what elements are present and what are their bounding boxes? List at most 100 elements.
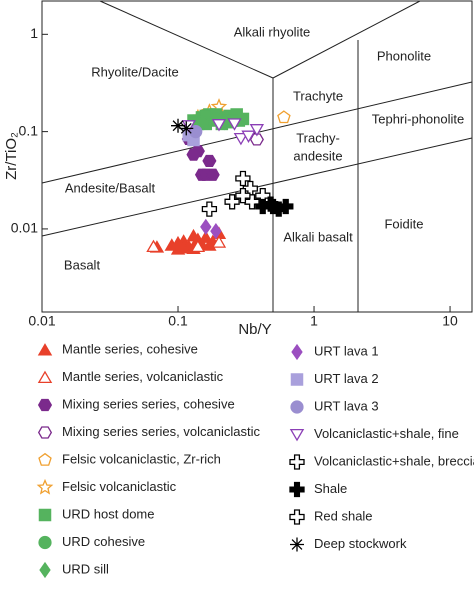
marker	[289, 481, 305, 498]
y-axis-label: Zr/TiO₂	[3, 132, 20, 180]
marker	[170, 235, 186, 249]
legend-label: Deep stockwork	[314, 536, 407, 551]
legend-label: Mantle series, cohesive	[62, 341, 198, 356]
series	[171, 118, 194, 136]
legend-label: Shale	[314, 481, 347, 496]
legend-item: URD host dome	[38, 506, 154, 522]
legend-item: URT lava 3	[290, 398, 379, 414]
field-label: Rhyolite/Dacite	[91, 64, 178, 79]
marker	[186, 148, 201, 161]
marker	[146, 239, 161, 253]
legend-label: URT lava 2	[314, 371, 379, 386]
legend-label: Mantle series, volcaniclastic	[62, 369, 224, 384]
legend-item: Volcaniclastic+shale, fine	[289, 426, 459, 442]
marker	[277, 110, 291, 124]
marker	[289, 428, 305, 442]
marker	[38, 535, 52, 550]
x-tick-label: 0.01	[28, 313, 55, 329]
legend-label: Felsic volcaniclastic, Zr-rich	[62, 451, 221, 466]
field-label: andesite	[293, 148, 342, 163]
marker	[249, 133, 264, 146]
legend-item: URT lava 2	[290, 371, 379, 386]
marker	[202, 154, 217, 168]
x-tick-label: 0.1	[168, 313, 188, 329]
marker	[39, 561, 51, 579]
marker	[278, 198, 294, 215]
marker	[176, 240, 191, 254]
marker	[38, 452, 52, 466]
legend-label: Felsic volcaniclastic	[62, 479, 177, 494]
marker	[241, 130, 256, 144]
y-tick-label: 1	[30, 25, 38, 41]
marker	[37, 398, 53, 412]
series	[235, 170, 271, 210]
y-tick-label: 0.1	[19, 122, 39, 138]
marker	[171, 118, 186, 133]
x-tick-label: 1	[310, 313, 318, 329]
legend-label: Red shale	[314, 508, 373, 523]
marker	[290, 373, 304, 386]
legend-item: URD sill	[39, 561, 109, 579]
legend-label: URT lava 1	[314, 343, 379, 358]
legend-item: Shale	[289, 481, 347, 498]
series	[255, 196, 294, 217]
marker	[263, 196, 279, 212]
legend-item: Mantle series, cohesive	[37, 341, 198, 356]
x-axis-label: Nb/Y	[238, 321, 271, 338]
boundary-line	[99, 0, 274, 79]
marker	[190, 239, 206, 253]
marker	[227, 118, 242, 131]
legend-item: Volcaniclastic+shale, breccia	[289, 453, 474, 470]
y-tick-label: 0.01	[11, 220, 38, 236]
marker	[38, 508, 52, 522]
legend-label: Volcaniclastic+shale, fine	[314, 426, 459, 441]
legend-item: Mixing series series, cohesive	[37, 396, 235, 412]
marker	[37, 343, 53, 356]
marker	[195, 115, 209, 129]
marker	[224, 194, 240, 210]
field-label: Basalt	[64, 257, 101, 272]
marker	[37, 426, 53, 439]
x-tick-label: 10	[442, 313, 458, 329]
legend-label: URD sill	[62, 561, 109, 576]
marker	[290, 400, 304, 414]
marker	[36, 478, 54, 495]
legend-label: Mixing series series, volcaniclastic	[62, 424, 260, 439]
marker	[249, 124, 265, 137]
series	[249, 133, 264, 146]
field-label: Andesite/Basalt	[65, 180, 156, 195]
legend-label: Volcaniclastic+shale, breccia	[314, 453, 474, 468]
legend-label: URD host dome	[62, 506, 154, 521]
marker	[37, 370, 53, 384]
legend-item: URT lava 1	[291, 343, 379, 361]
series	[146, 235, 227, 253]
marker	[233, 132, 249, 146]
legend-item: Deep stockwork	[290, 536, 407, 552]
marker	[210, 222, 222, 240]
series	[200, 218, 222, 240]
field-label: Trachyte	[293, 88, 343, 103]
legend-item: Mantle series, volcaniclastic	[37, 369, 224, 384]
marker	[235, 187, 251, 204]
marker	[211, 119, 227, 132]
plot-frame	[41, 0, 473, 313]
field-label: Tephri-phonolite	[372, 111, 465, 126]
marker	[201, 201, 218, 217]
marker	[200, 218, 212, 236]
field-label: Foidite	[384, 216, 423, 231]
legend-label: URD cohesive	[62, 534, 145, 549]
marker	[211, 235, 227, 248]
marker	[179, 121, 194, 136]
marker	[291, 343, 303, 361]
legend-item: Mixing series series, volcaniclastic	[37, 424, 260, 439]
legend-item: Felsic volcaniclastic	[36, 478, 177, 495]
marker	[289, 509, 305, 525]
field-label: Alkali rhyolite	[234, 24, 311, 39]
boundary-line	[272, 0, 421, 79]
series	[201, 194, 240, 217]
field-label: Alkali basalt	[283, 229, 353, 244]
legend-item: URD cohesive	[38, 534, 145, 550]
marker	[289, 454, 305, 470]
marker	[205, 168, 220, 181]
